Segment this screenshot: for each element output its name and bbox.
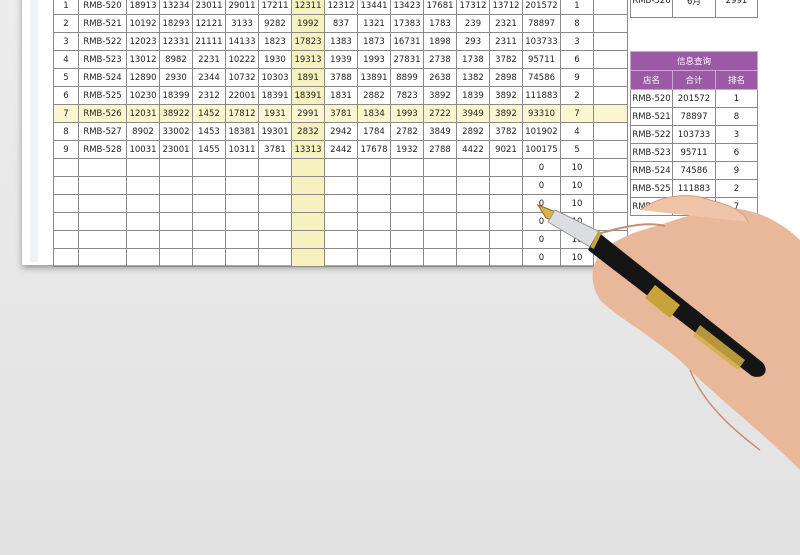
info-title: 信息查询 [630,51,758,71]
sheet-margin-strip [30,0,38,262]
month-11-cell[interactable]: 3949 [456,104,490,123]
lookup-value: 2991 [715,0,758,18]
month-6-cell[interactable]: 2991 [291,104,325,123]
month-6-cell[interactable]: 17823 [291,32,325,51]
month-3-cell[interactable]: 1452 [192,104,226,123]
info-row: RMB-523 95711 6 [630,143,758,162]
month-6-cell[interactable] [291,248,325,267]
month-6-cell[interactable]: 1992 [291,14,325,33]
rank-cell[interactable]: 10 [560,248,594,267]
month-6-cell[interactable]: 1891 [291,68,325,87]
lookup-result-table: RMB-526 6月 2991 [630,0,758,18]
info-row: RMB-525 111883 2 [630,179,758,198]
lookup-row: RMB-526 6月 2991 [630,0,758,18]
sales-table: 1 RMB-520 18913 13234 23011 29011 17211 12311 12… [53,0,628,267]
table-row: 7 RMB-526 12031 38922 1452 17812 1931 2991 3781 1… [53,104,628,123]
month-9-cell[interactable]: 1993 [390,104,424,123]
table-row: 5 RMB-524 12890 2930 2344 10732 10303 1891 3788 1… [53,68,628,87]
header-total: 合计 [672,70,716,90]
header-store: 店名 [630,70,673,90]
info-row: RMB-522 103733 3 [630,125,758,144]
month-4-cell[interactable]: 17812 [225,104,259,123]
fountain-pen [536,203,766,377]
month-6-cell[interactable] [291,230,325,249]
month-6-cell[interactable] [291,194,325,213]
total-cell[interactable]: 93310 [522,104,561,123]
row-number-cell[interactable]: 7 [53,104,79,123]
month-12-cell[interactable]: 3892 [489,104,523,123]
table-row: 010 [53,212,628,231]
month-6-cell[interactable]: 13313 [291,140,325,159]
extra-cell[interactable] [593,104,628,123]
table-row: 1 RMB-520 18913 13234 23011 29011 17211 12311 12… [53,0,628,15]
table-row: 3 RMB-522 12023 12331 21111 14133 1823 17823 138… [53,32,628,51]
month-1-cell[interactable]: 12031 [126,104,160,123]
table-row: 6 RMB-525 10230 18399 2312 22001 18391 18391 183… [53,86,628,105]
table-row: 9 RMB-528 10031 23001 1455 10311 3781 13313 2442… [53,140,628,159]
month-7-cell[interactable]: 3781 [324,104,358,123]
info-row: RMB-524 74586 9 [630,161,758,180]
month-5-cell[interactable]: 1931 [258,104,292,123]
month-2-cell[interactable]: 38922 [159,104,193,123]
